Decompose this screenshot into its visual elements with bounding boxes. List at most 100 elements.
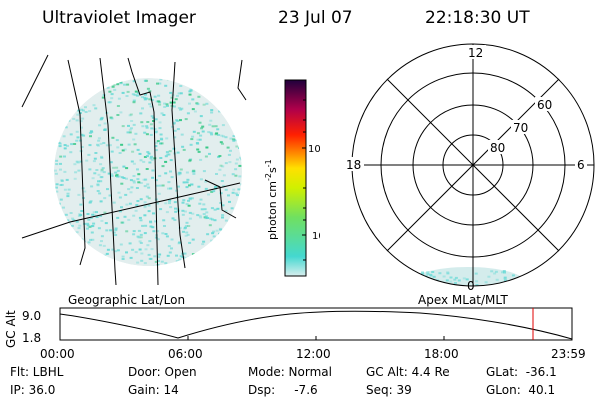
emission-pixel bbox=[79, 120, 83, 123]
emission-pixel bbox=[75, 139, 79, 142]
instrument-title: Ultraviolet Imager bbox=[42, 8, 196, 28]
emission-pixel bbox=[100, 176, 104, 179]
emission-pixel bbox=[146, 151, 150, 153]
emission-pixel bbox=[175, 254, 178, 257]
emission-pixel bbox=[158, 103, 162, 106]
emission-pixel bbox=[132, 80, 136, 83]
emission-pixel bbox=[170, 247, 173, 250]
emission-pixel bbox=[192, 130, 196, 133]
emission-pixel bbox=[55, 183, 59, 186]
emission-pixel bbox=[130, 160, 134, 163]
emission-pixel bbox=[95, 211, 98, 214]
emission-pixel bbox=[98, 124, 102, 127]
emission-pixel bbox=[132, 179, 136, 182]
emission-pixel bbox=[116, 169, 120, 172]
emission-pixel bbox=[98, 192, 102, 195]
emission-pixel bbox=[158, 127, 162, 130]
emission-pixel bbox=[137, 173, 141, 176]
emission-pixel bbox=[221, 204, 225, 207]
emission-pixel bbox=[198, 121, 202, 124]
emission-pixel bbox=[114, 234, 118, 236]
emission-pixel bbox=[143, 156, 147, 158]
emission-pixel bbox=[196, 103, 200, 106]
emission-pixel bbox=[152, 212, 155, 215]
polar-emission-pixel bbox=[426, 271, 430, 274]
emission-pixel bbox=[121, 91, 125, 94]
altitude-xtick-2359: 23:59 bbox=[551, 347, 586, 361]
polar-emission-pixel bbox=[487, 275, 491, 278]
emission-pixel bbox=[221, 216, 224, 219]
emission-pixel bbox=[110, 150, 114, 153]
emission-pixel bbox=[139, 219, 143, 222]
emission-pixel bbox=[138, 240, 142, 243]
emission-pixel bbox=[134, 209, 138, 212]
emission-pixel bbox=[154, 118, 158, 121]
emission-pixel bbox=[200, 127, 204, 130]
emission-pixel bbox=[128, 114, 132, 117]
emission-pixel bbox=[63, 155, 66, 158]
emission-pixel bbox=[105, 252, 109, 255]
emission-pixel bbox=[73, 143, 77, 145]
emission-pixel bbox=[169, 159, 173, 162]
polar-emission-pixel bbox=[474, 272, 478, 275]
emission-pixel bbox=[166, 254, 170, 257]
emission-pixel bbox=[121, 221, 125, 224]
emission-pixel bbox=[167, 153, 171, 156]
emission-pixel bbox=[129, 256, 133, 259]
emission-pixel bbox=[107, 172, 111, 175]
emission-pixel bbox=[163, 105, 167, 108]
emission-pixel bbox=[173, 136, 177, 139]
emission-pixel bbox=[210, 190, 214, 193]
emission-pixel bbox=[201, 243, 205, 246]
emission-pixel bbox=[191, 238, 195, 241]
glon-readout: GLon: 40.1 bbox=[486, 383, 556, 397]
emission-pixel bbox=[84, 111, 88, 113]
emission-pixel bbox=[220, 134, 224, 137]
emission-pixel bbox=[169, 206, 173, 209]
emission-pixel bbox=[185, 181, 189, 184]
emission-pixel bbox=[160, 142, 164, 145]
emission-pixel bbox=[77, 227, 81, 230]
emission-pixel bbox=[91, 177, 95, 180]
emission-pixel bbox=[88, 168, 92, 171]
emission-pixel bbox=[100, 155, 103, 158]
emission-pixel bbox=[145, 133, 149, 136]
emission-pixel bbox=[109, 161, 113, 164]
emission-pixel bbox=[61, 183, 64, 186]
polar-emission-pixel bbox=[494, 270, 498, 273]
emission-pixel bbox=[125, 177, 128, 180]
emission-pixel bbox=[132, 123, 136, 126]
emission-pixel bbox=[103, 211, 107, 214]
emission-pixel bbox=[227, 153, 231, 156]
emission-pixel bbox=[204, 187, 208, 190]
emission-pixel bbox=[73, 177, 77, 180]
emission-pixel bbox=[144, 224, 148, 227]
emission-pixel bbox=[202, 103, 206, 106]
emission-pixel bbox=[115, 139, 119, 142]
emission-pixel bbox=[110, 173, 114, 176]
emission-pixel bbox=[66, 144, 69, 147]
emission-pixel bbox=[92, 104, 96, 107]
emission-pixel bbox=[100, 170, 104, 173]
emission-pixel bbox=[175, 119, 179, 122]
emission-pixel bbox=[234, 174, 238, 177]
door-readout: Door: Open bbox=[128, 365, 197, 379]
emission-pixel bbox=[120, 176, 124, 179]
emission-pixel bbox=[200, 208, 204, 211]
emission-pixel bbox=[75, 160, 79, 163]
emission-pixel bbox=[66, 192, 70, 195]
mode-readout: Mode: Normal bbox=[248, 365, 332, 379]
emission-pixel bbox=[190, 197, 194, 200]
emission-pixel bbox=[116, 175, 120, 178]
emission-pixel bbox=[176, 151, 180, 154]
emission-pixel bbox=[80, 108, 84, 111]
emission-pixel bbox=[147, 186, 151, 189]
emission-pixel bbox=[205, 146, 209, 149]
emission-pixel bbox=[136, 200, 140, 202]
emission-pixel bbox=[214, 133, 218, 136]
emission-pixel bbox=[111, 248, 115, 251]
polar-emission-pixel bbox=[462, 277, 466, 280]
emission-pixel bbox=[231, 138, 235, 141]
emission-pixel bbox=[156, 202, 159, 205]
